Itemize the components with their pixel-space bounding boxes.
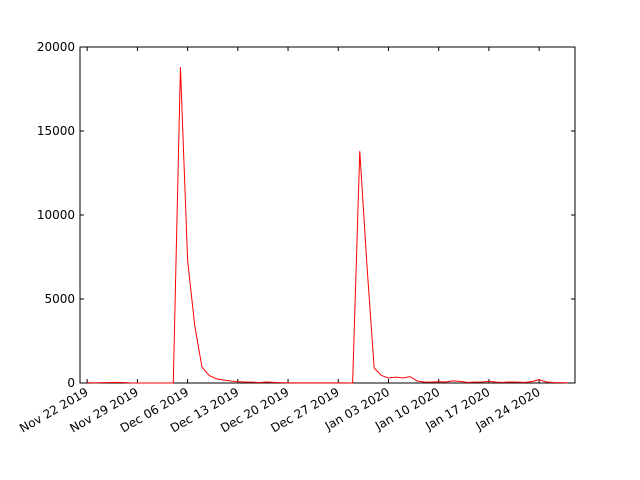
y-tick-label: 10000 bbox=[37, 208, 75, 222]
y-tick-label: 0 bbox=[67, 376, 75, 390]
y-tick-label: 15000 bbox=[37, 124, 75, 138]
plot-frame bbox=[79, 46, 576, 384]
data-line bbox=[87, 67, 568, 384]
y-tick-label: 5000 bbox=[44, 292, 75, 306]
y-tick-label: 20000 bbox=[37, 40, 75, 54]
